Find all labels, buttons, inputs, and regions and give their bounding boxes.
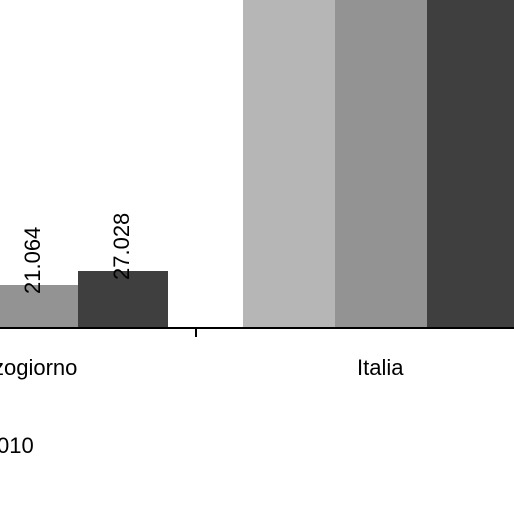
bar-chart: 21.064 27.028 zzogiorno Italia 2010 (0, 0, 514, 514)
bar-value-label: 27.028 (109, 213, 135, 280)
bar-value-label: 21.064 (20, 227, 46, 294)
category-label-italia: Italia (357, 355, 403, 381)
category-label-zzogiorno: zzogiorno (0, 355, 77, 381)
bar-italia-2 (335, 0, 427, 327)
axis-tick (195, 327, 197, 337)
bar-italia-3 (427, 0, 514, 327)
x-axis-line (0, 327, 514, 329)
bar-italia-1 (243, 0, 335, 327)
footer-year: 2010 (0, 427, 34, 459)
